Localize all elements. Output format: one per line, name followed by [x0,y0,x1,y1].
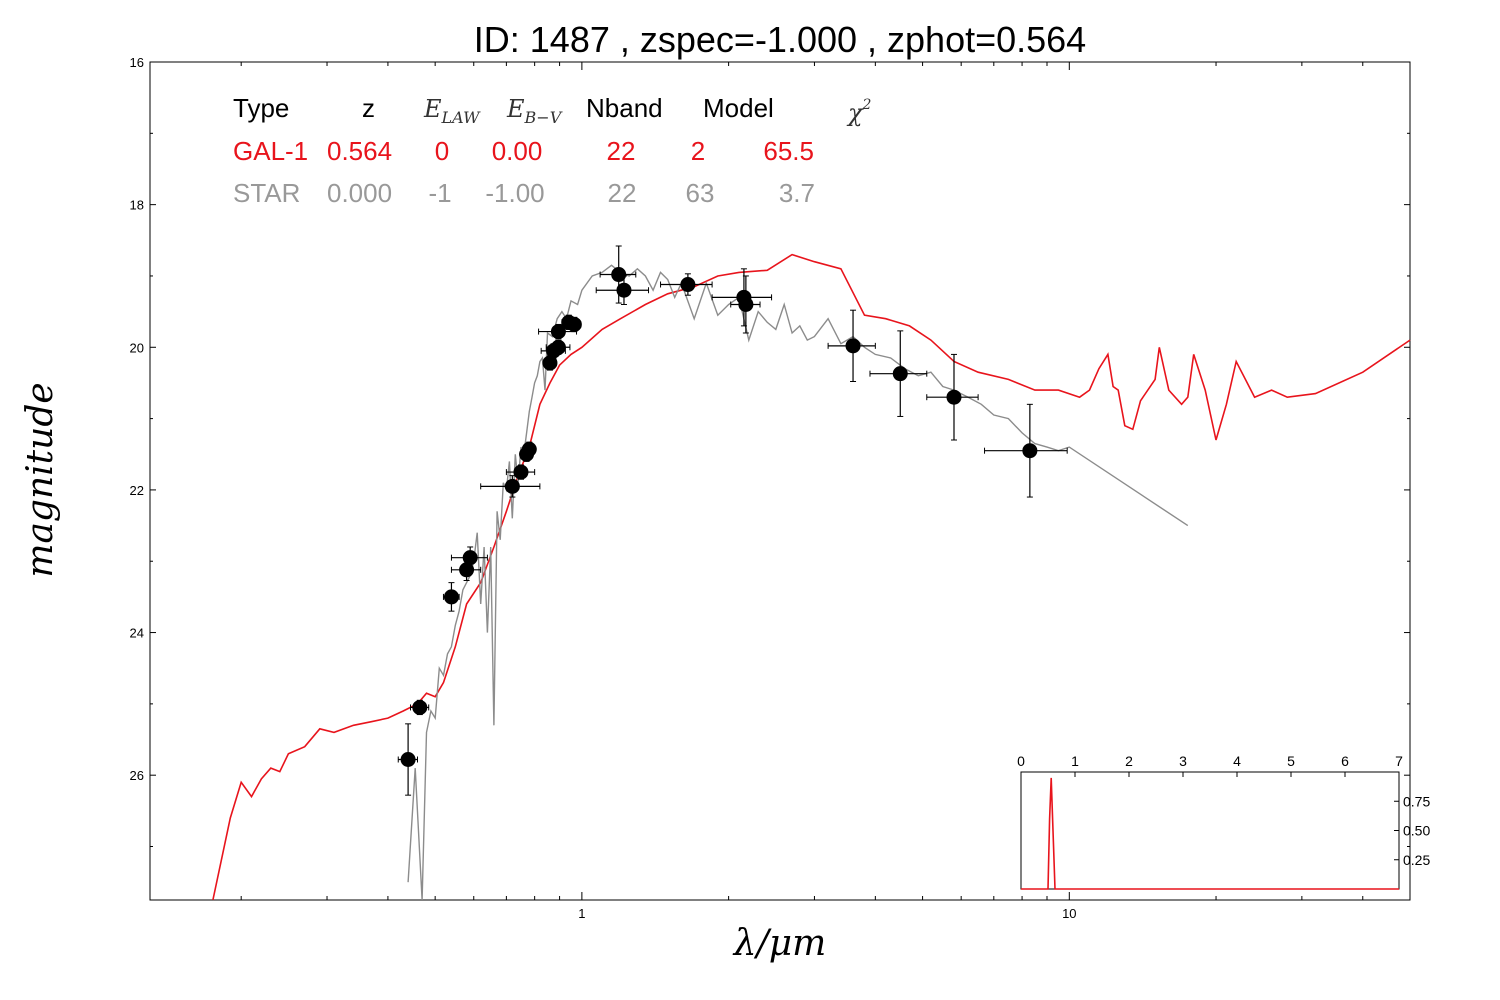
inset-y-tick-label: 0.75 [1403,793,1430,809]
plot-area [149,61,1411,901]
inset-y-tick-label: 0.25 [1403,852,1430,868]
row-star-elaw: -1 [428,178,451,208]
inset-x-tick-label: 1 [1071,753,1079,769]
row-gal-model: 2 [691,136,705,166]
series-layer [212,253,1411,901]
row-star-model: 63 [686,178,715,208]
y-tick-label: 22 [130,483,144,498]
data-point-marker [946,389,962,405]
data-point-marker [504,478,520,494]
row-star-ebv: -1.00 [485,178,544,208]
photometry-point [545,339,571,355]
data-point-marker [550,339,566,355]
inset-x-tick-label: 6 [1341,753,1349,769]
inset-x-tick-label: 7 [1395,753,1403,769]
photometry-point [566,316,582,333]
inset-axes: 0 1 2 3 4 5 6 7 0.25 0.50 0.75 [1017,753,1430,868]
data-point-marker [443,589,459,605]
series-line-gal-1 [212,253,1411,901]
redshift-pdf-inset: 0 1 2 3 4 5 6 7 0.25 0.50 0.75 [1017,753,1430,890]
x-axis: 1 10 [240,62,1411,921]
row-gal-z: 0.564 [327,136,392,166]
chart-title: ID: 1487 , zspec=-1.000 , zphot=0.564 [474,19,1086,60]
data-point-marker [892,366,908,382]
inset-x-tick-label: 5 [1287,753,1295,769]
table-header-model: Model [703,93,774,123]
table-header-type: Type [233,93,289,123]
inset-pdf-line [1021,777,1399,890]
inset-frame [1020,771,1400,890]
data-point-marker [616,282,632,298]
photometry-point [480,475,541,498]
y-tick-label: 26 [130,768,144,783]
x-tick-label: 1 [578,906,585,921]
y-tick-label: 20 [130,340,144,355]
photometry-point [397,723,419,796]
data-point-marker [412,699,428,715]
y-tick-label: 18 [130,198,144,213]
inset-y-tick-label: 0.50 [1403,823,1430,839]
table-header-chi2: χ2 [846,97,872,127]
data-point-marker [521,441,537,457]
plot-frame [149,61,1411,901]
photometry-point [660,273,713,296]
photometry-points [397,245,1068,796]
y-axis-label: magnitude [20,382,61,577]
data-point-marker [611,267,627,283]
data-point-marker [738,296,754,312]
fit-results-table: Type z ELAW EB−V Nband Model χ2 GAL-1 0.… [233,93,872,208]
photometry-point [450,558,482,581]
photometry-point [442,582,460,612]
photometry-point [538,323,578,340]
photometry-point [409,699,430,716]
table-header-z: z [362,93,375,123]
series-line-star [407,264,1189,901]
row-gal-nband: 22 [607,136,636,166]
data-point-marker [513,464,529,480]
photometry-point [505,464,536,480]
table-header-ebv: EB−V [506,95,563,127]
x-tick-label: 10 [1062,906,1076,921]
inset-x-tick-label: 3 [1179,753,1187,769]
row-star-nband: 22 [608,178,637,208]
row-gal-type: GAL-1 [233,136,308,166]
inset-pdf-curve [1021,777,1399,890]
photometry-point [595,275,650,305]
photometry-point [984,403,1068,498]
data-point-marker [400,752,416,768]
data-point-marker [459,562,475,578]
row-star-type: STAR [233,178,300,208]
data-point-marker [550,324,566,340]
x-axis-label: λ/μm [732,923,826,964]
photometry-point [827,309,876,383]
inset-x-tick-label: 2 [1125,753,1133,769]
photometry-point [730,275,761,334]
table-header-nband: Nband [586,93,663,123]
y-tick-label: 16 [130,55,144,70]
y-tick-label: 24 [130,626,144,641]
data-point-marker [566,316,582,332]
table-header-elaw: ELAW [423,95,481,127]
table-row-star: STAR 0.000 -1 -1.00 22 63 3.7 [233,178,815,208]
inset-x-tick-label: 4 [1233,753,1241,769]
row-star-z: 0.000 [327,178,392,208]
photometry-point [926,353,979,441]
data-point-marker [542,355,558,371]
data-point-marker [680,277,696,293]
data-point-marker [1022,443,1038,459]
row-gal-elaw: 0 [435,136,449,166]
row-gal-chi2: 65.5 [763,136,814,166]
table-row-gal: GAL-1 0.564 0 0.00 22 2 65.5 [233,136,814,166]
data-point-marker [845,338,861,354]
photometry-point [521,441,537,457]
row-star-chi2: 3.7 [779,178,815,208]
row-gal-ebv: 0.00 [492,136,543,166]
inset-x-tick-label: 0 [1017,753,1025,769]
photometry-point [869,330,928,417]
